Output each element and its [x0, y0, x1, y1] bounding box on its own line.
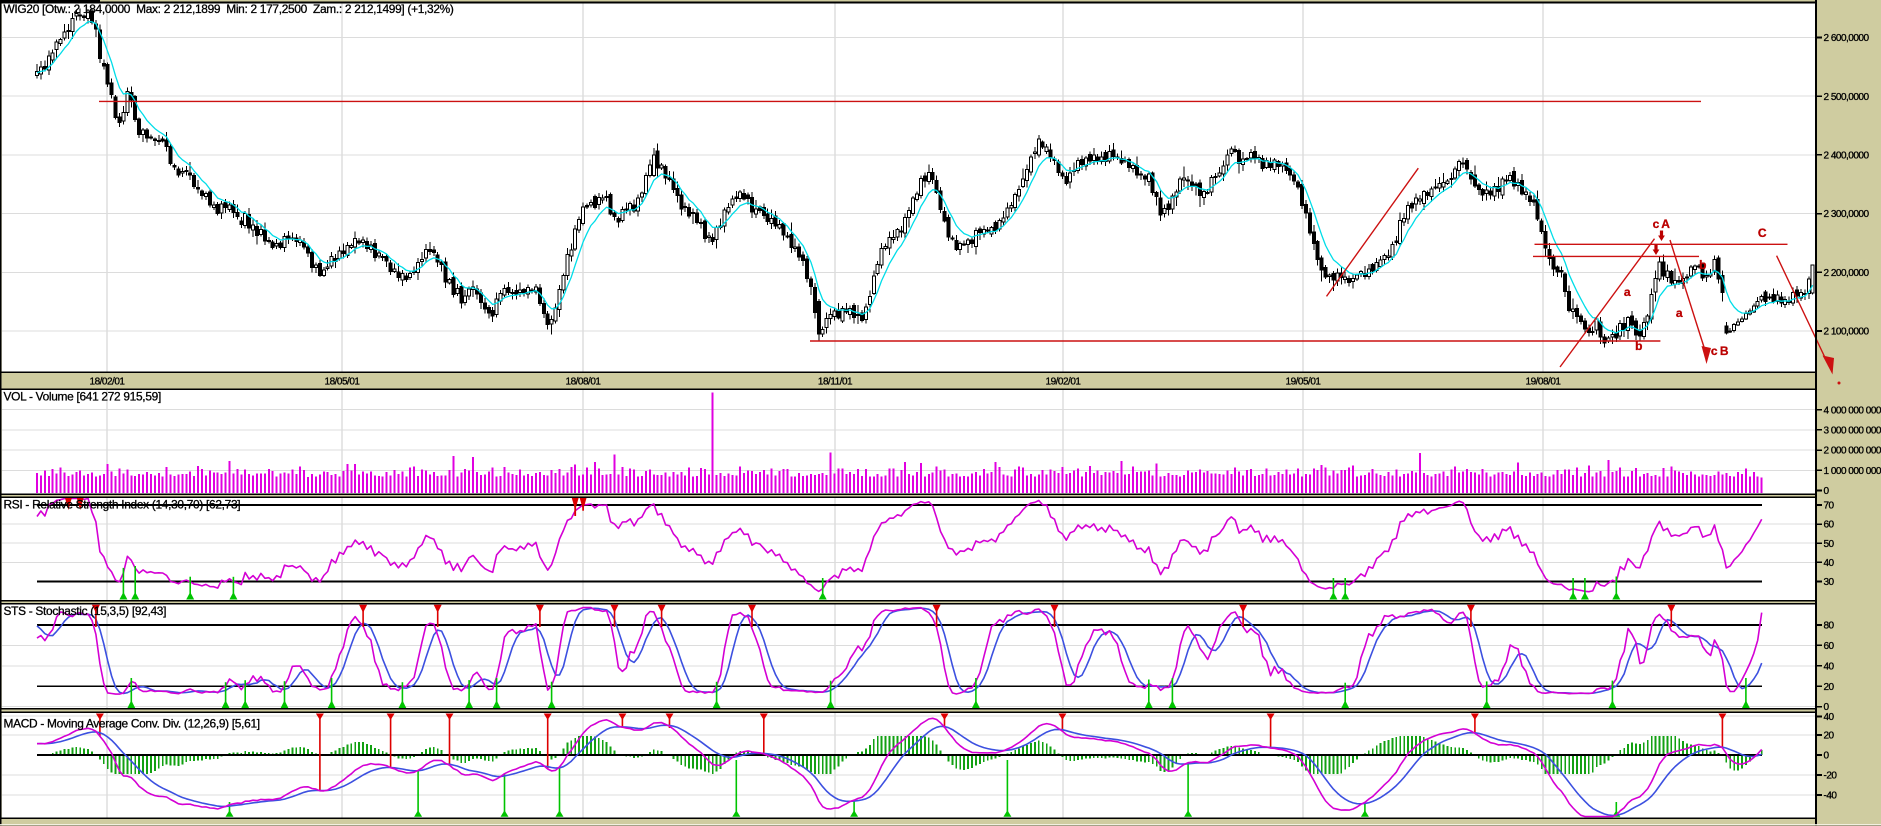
svg-text:40: 40 — [1824, 661, 1835, 672]
svg-text:60: 60 — [1824, 520, 1835, 531]
svg-text:40: 40 — [1824, 712, 1835, 723]
svg-text:20: 20 — [1824, 682, 1835, 693]
svg-text:19/08/01: 19/08/01 — [1526, 377, 1562, 388]
svg-text:0: 0 — [1824, 702, 1830, 713]
svg-text:-40: -40 — [1824, 791, 1838, 802]
svg-text:WIG20 [Otw.: 2 184,0000 Max:: WIG20 [Otw.: 2 184,0000 Max: 2 212,1899 … — [4, 2, 454, 16]
svg-text:19/05/01: 19/05/01 — [1286, 377, 1322, 388]
svg-text:18/05/01: 18/05/01 — [325, 377, 361, 388]
svg-text:2 000 000 000: 2 000 000 000 — [1824, 446, 1881, 457]
svg-text:1 000 000 000: 1 000 000 000 — [1824, 466, 1881, 477]
svg-text:2 600,0000: 2 600,0000 — [1824, 33, 1870, 44]
svg-text:18/11/01: 18/11/01 — [818, 377, 853, 388]
svg-text:C: C — [1758, 226, 1767, 240]
svg-text:30: 30 — [1824, 577, 1835, 588]
svg-text:18/08/01: 18/08/01 — [566, 377, 602, 388]
svg-text:a: a — [1624, 285, 1631, 299]
svg-text:18/02/01: 18/02/01 — [90, 377, 126, 388]
svg-text:60: 60 — [1824, 641, 1835, 652]
svg-text:50: 50 — [1824, 539, 1835, 550]
svg-text:40: 40 — [1824, 558, 1835, 569]
svg-text:STS - Stochastic (15,3,5) [92,: STS - Stochastic (15,3,5) [92,43] — [4, 604, 167, 618]
svg-text:b: b — [1635, 339, 1642, 353]
svg-text:VOL - Volume [641 272 915,59]: VOL - Volume [641 272 915,59] — [4, 390, 161, 404]
svg-text:20: 20 — [1824, 731, 1835, 742]
svg-text:3 000 000 000: 3 000 000 000 — [1824, 426, 1881, 437]
svg-text:2 400,0000: 2 400,0000 — [1824, 151, 1870, 162]
svg-text:80: 80 — [1824, 621, 1835, 632]
svg-text:-20: -20 — [1824, 771, 1838, 782]
svg-text:2 100,0000: 2 100,0000 — [1824, 327, 1870, 338]
svg-text:4 000 000 000: 4 000 000 000 — [1824, 405, 1881, 416]
svg-text:2 300,0000: 2 300,0000 — [1824, 209, 1870, 220]
svg-text:a: a — [1676, 306, 1683, 320]
svg-text:c B: c B — [1711, 344, 1729, 358]
svg-text:RSI - Relative Strength Index: RSI - Relative Strength Index (14,30,70)… — [4, 498, 241, 512]
svg-text:19/02/01: 19/02/01 — [1046, 377, 1082, 388]
svg-text:0: 0 — [1824, 486, 1830, 497]
svg-text:c A: c A — [1653, 217, 1671, 231]
svg-text:b: b — [1699, 258, 1706, 272]
svg-text:70: 70 — [1824, 501, 1835, 512]
svg-text:MACD - Moving Average Conv. Di: MACD - Moving Average Conv. Div. (12,26,… — [4, 717, 260, 731]
svg-text:2 500,0000: 2 500,0000 — [1824, 92, 1870, 103]
svg-text:2 200,0000: 2 200,0000 — [1824, 268, 1870, 279]
svg-text:0: 0 — [1824, 751, 1830, 762]
